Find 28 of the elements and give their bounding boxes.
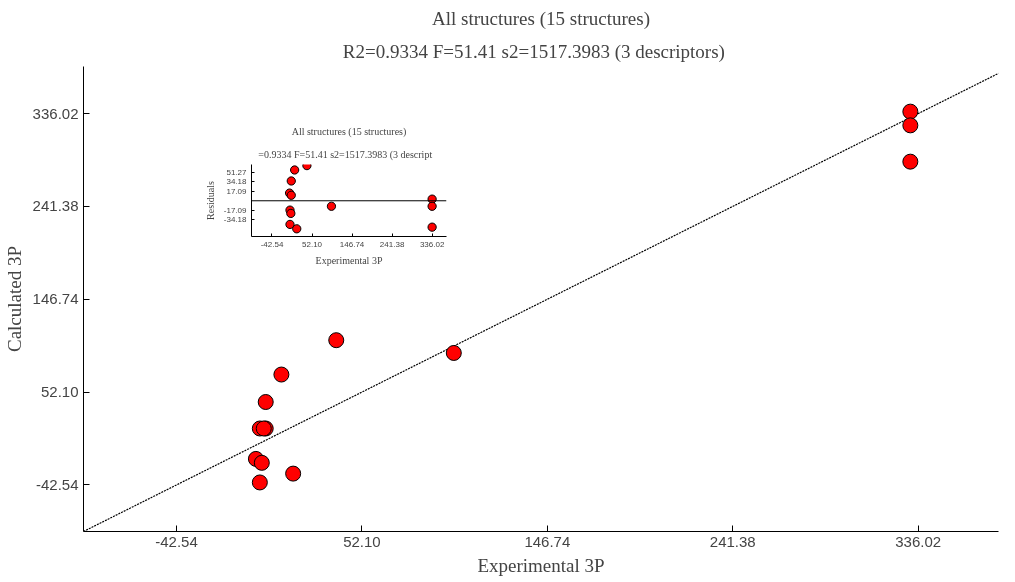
y-tick-label: 17.09 bbox=[226, 186, 248, 196]
chart-title: All structures (15 structures) bbox=[432, 7, 650, 30]
x-tick-label: 52.10 bbox=[302, 239, 323, 249]
x-axis-title: Experimental 3P bbox=[477, 554, 605, 576]
x-axis-title: Experimental 3P bbox=[315, 254, 383, 266]
y-tick-label: 241.38 bbox=[32, 197, 79, 215]
y-tick-label: 51.27 bbox=[226, 168, 248, 178]
x-tick-label: 336.02 bbox=[419, 239, 445, 249]
y-tick-label: 146.74 bbox=[32, 290, 79, 308]
x-tick-label: 336.02 bbox=[895, 532, 942, 550]
x-tick-label: 146.74 bbox=[524, 532, 571, 550]
y-tick-label: 336.02 bbox=[32, 104, 79, 122]
y-tick-label: 34.18 bbox=[226, 177, 248, 187]
y-axis-title: Residuals bbox=[204, 180, 216, 220]
x-tick-label: -42.54 bbox=[260, 239, 284, 249]
x-tick-label: 241.38 bbox=[379, 239, 405, 249]
y-tick-label: -17.09 bbox=[223, 205, 248, 215]
chart-subtitle: =0.9334 F=51.41 s2=1517.3983 (3 descript bbox=[258, 148, 433, 161]
x-tick-label: -42.54 bbox=[155, 532, 198, 550]
y-tick-label: -42.54 bbox=[35, 475, 79, 493]
x-tick-label: 52.10 bbox=[343, 532, 381, 550]
x-tick-label: 241.38 bbox=[709, 532, 756, 550]
y-axis-title: Calculated 3P bbox=[3, 245, 25, 353]
y-tick-label: -34.18 bbox=[223, 215, 248, 225]
x-tick-label: 146.74 bbox=[339, 239, 365, 249]
y-tick-label: 52.10 bbox=[40, 383, 79, 401]
chart-subtitle: R2=0.9334 F=51.41 s2=1517.3983 (3 descriptors) bbox=[342, 40, 725, 63]
chart-title: All structures (15 structures) bbox=[291, 125, 407, 138]
